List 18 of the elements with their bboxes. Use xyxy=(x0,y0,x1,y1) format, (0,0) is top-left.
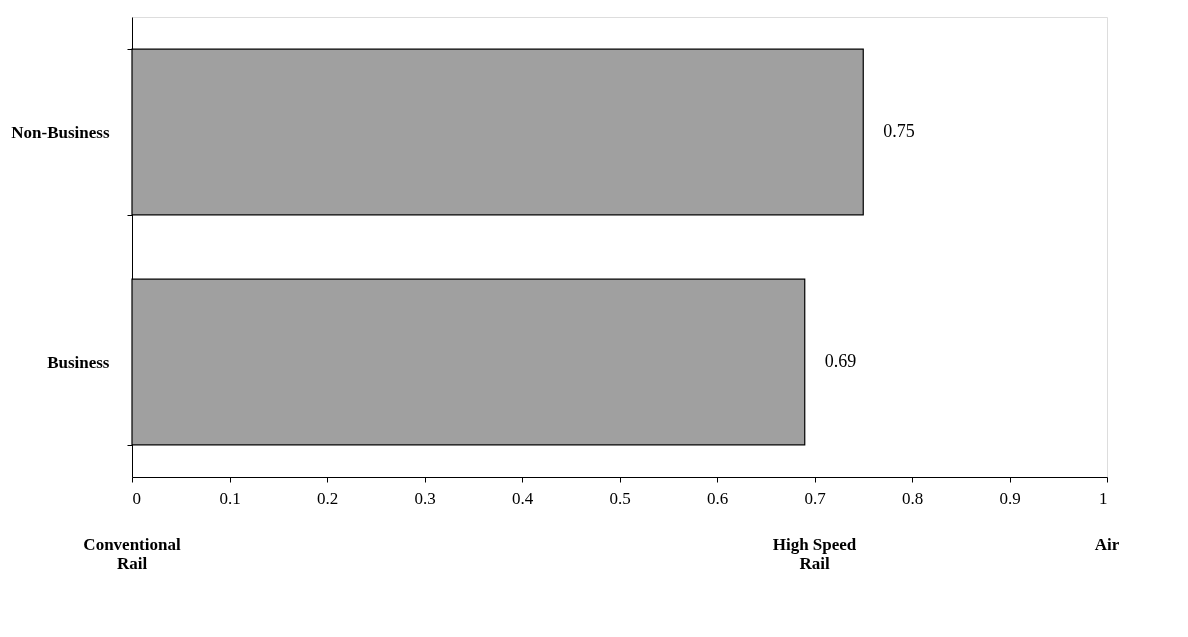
x-tick-label: 0.8 xyxy=(901,488,924,508)
x-tick-label: 0.2 xyxy=(316,488,339,508)
x-tick-label: 0.5 xyxy=(609,488,631,508)
x-tick-label: 0 xyxy=(132,488,141,508)
y-tick-label: Business xyxy=(47,352,110,372)
x-tick-label: 0.9 xyxy=(999,488,1021,508)
x-tick-label: 0.1 xyxy=(219,488,241,508)
text: Air xyxy=(1094,535,1120,554)
data-label: 0.75 xyxy=(883,121,915,141)
text: Conventional Rail xyxy=(83,535,181,573)
x-tick-label: 0.6 xyxy=(706,488,729,508)
x-tick-label: 0.4 xyxy=(511,488,534,508)
x-tick-label: 1 xyxy=(1099,488,1108,508)
data-label: 0.69 xyxy=(824,351,857,371)
x-tick-label: 0.7 xyxy=(804,488,827,508)
text: High Speed Rail xyxy=(772,535,857,573)
y-tick-label: Non-Business xyxy=(11,122,110,142)
x-tick-label: 0.3 xyxy=(414,488,436,508)
